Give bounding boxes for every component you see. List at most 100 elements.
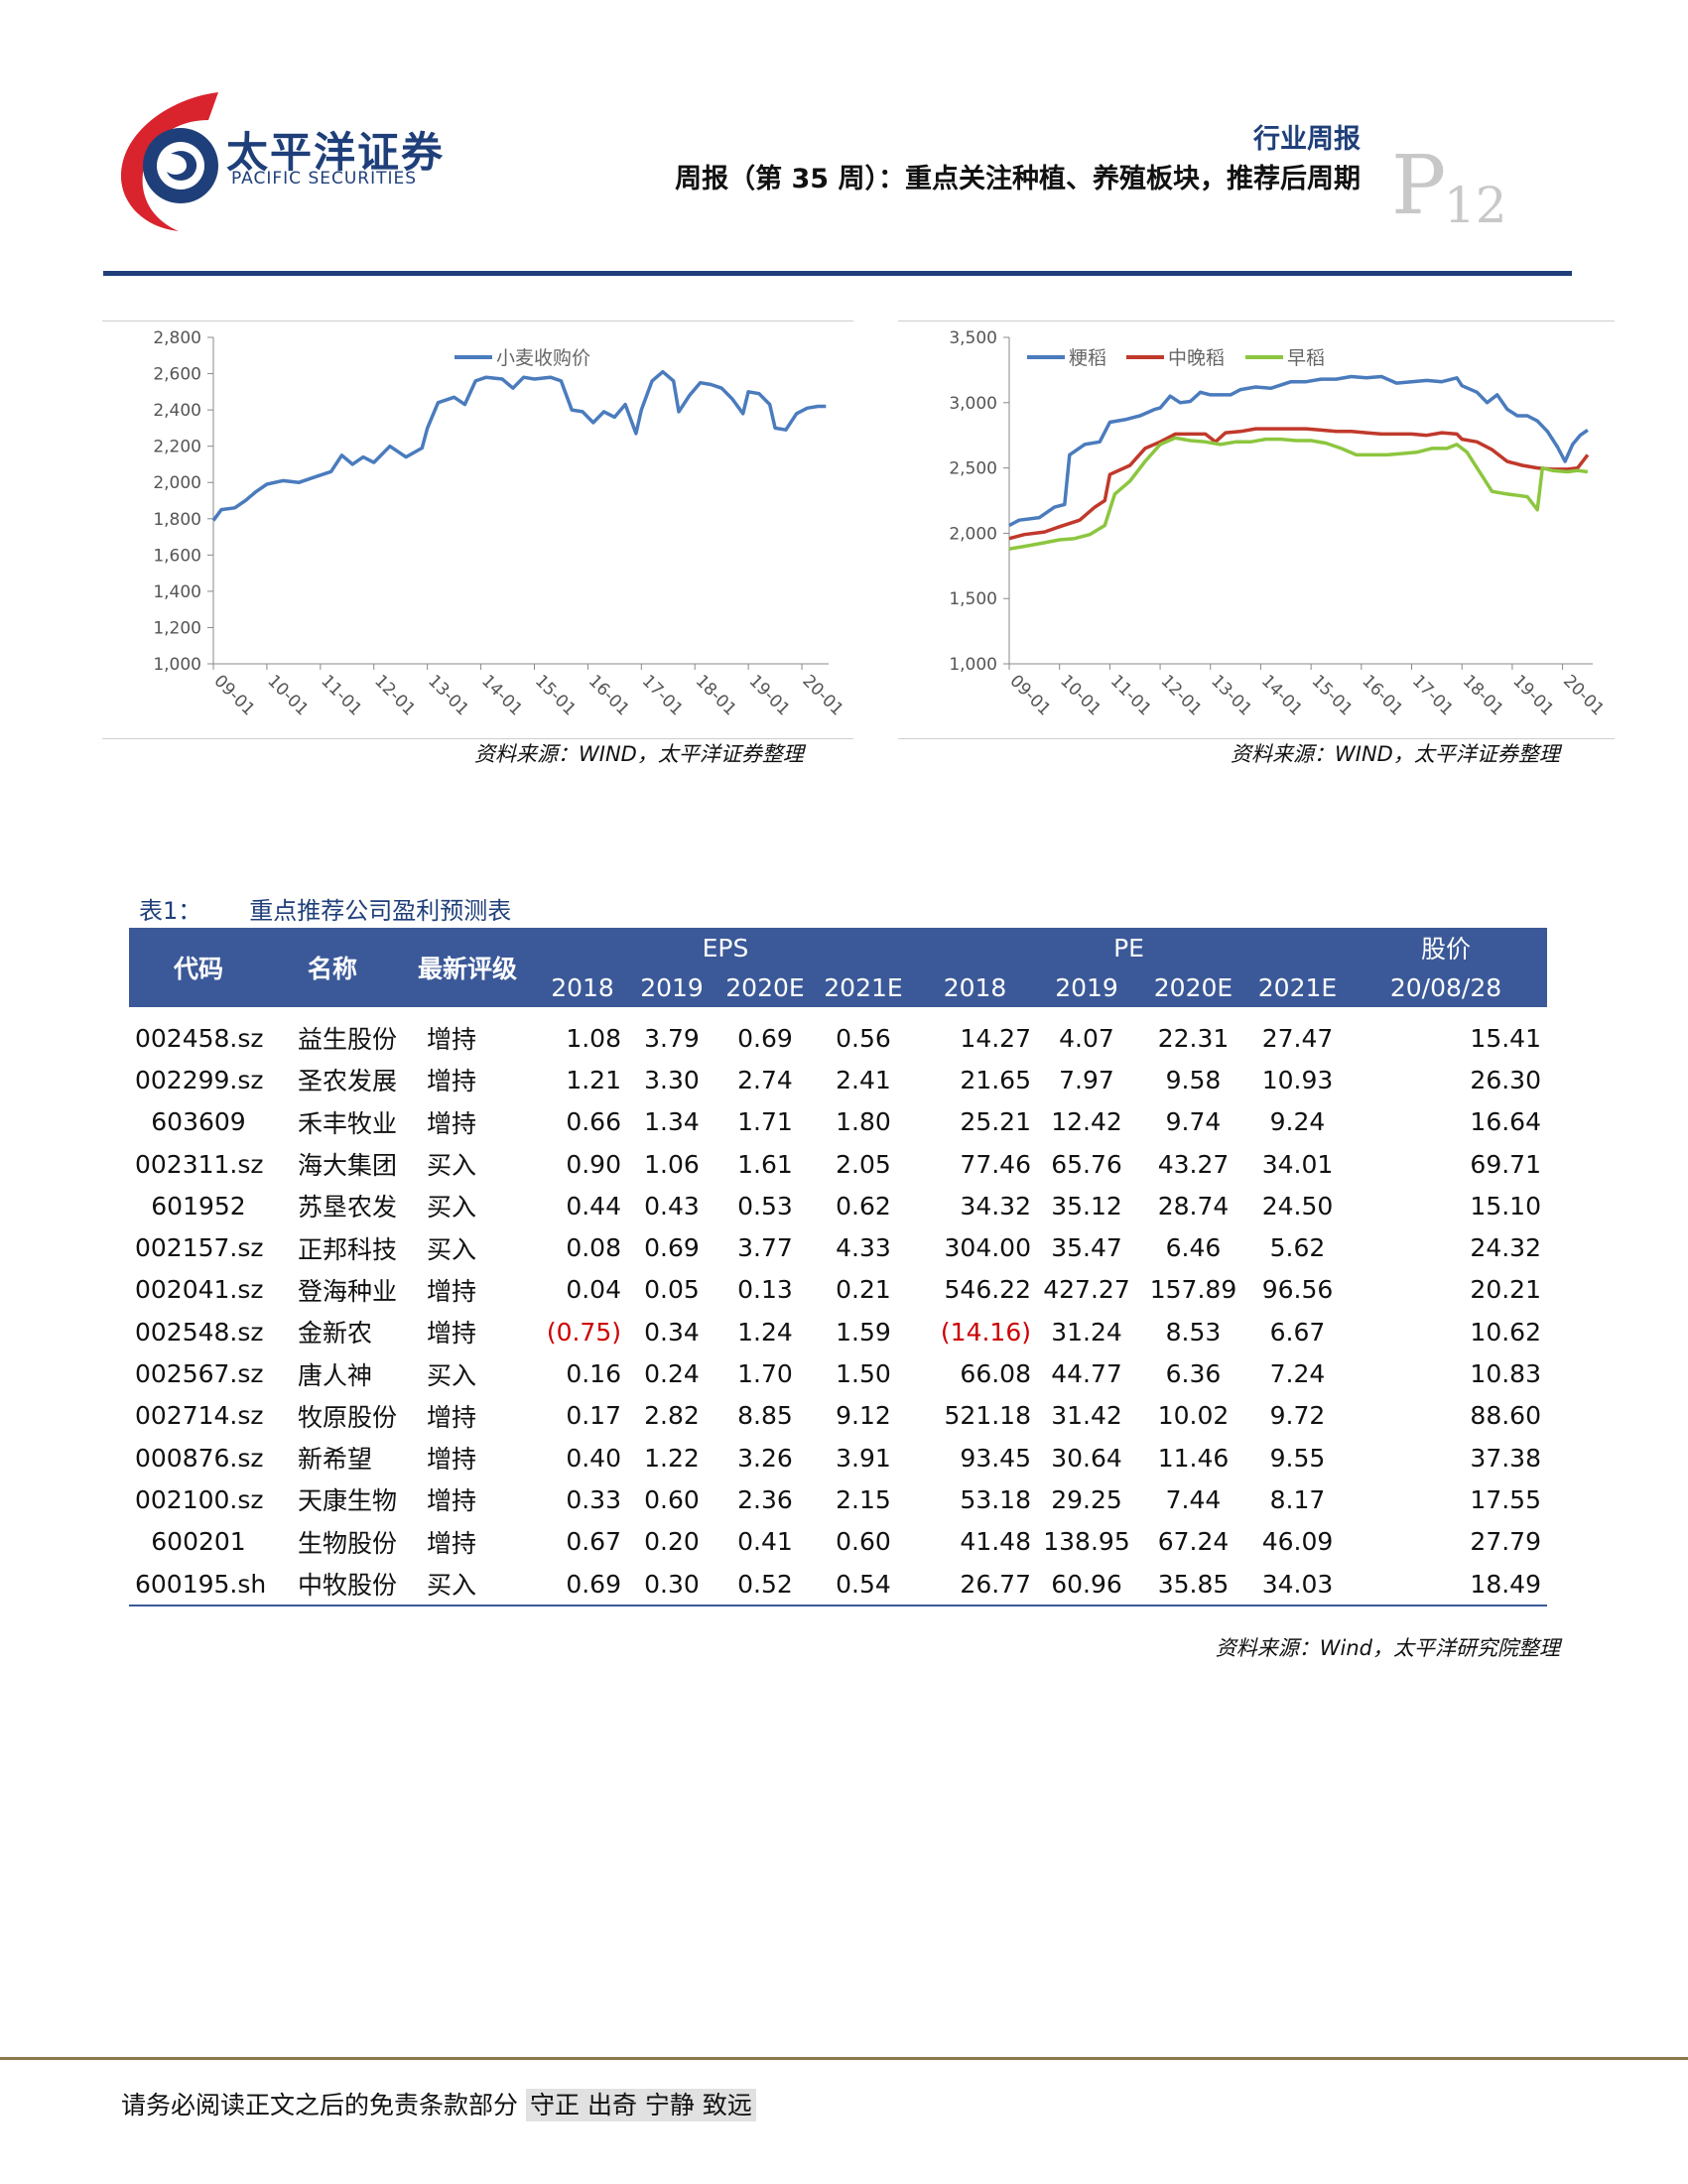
cell-code: 600195.sh [129, 1562, 268, 1607]
cell-eps-2019: 0.05 [644, 1275, 700, 1305]
cell-rating: 增持 [427, 1108, 477, 1138]
cell-pe-2018: 521.18 [944, 1401, 1031, 1431]
cell-rating: 买入 [397, 1562, 538, 1607]
cell-rating: 买入 [427, 1151, 477, 1181]
cell-eps-2018: 0.67 [566, 1527, 621, 1557]
cell-pe-2020e: 28.74 [1157, 1191, 1230, 1220]
table-row: 002041.sz 登海种业 增持 0.04 0.05 0.13 0.21 546.22 427… [129, 1269, 1547, 1311]
x-tick-label: 18-01 [1459, 671, 1507, 719]
cell-name: 登海种业 [298, 1276, 398, 1306]
cell-pe-2019: 65.76 [1051, 1149, 1122, 1179]
wheat-price-chart: 1,000 1,200 1,400 1,600 1,800 2,000 2,200 2,400… [153, 328, 846, 719]
cell-pe-2020e: 11.46 [1157, 1443, 1230, 1473]
col-code: 代码 [129, 928, 268, 1007]
cell-pe-2018: 25.21 [960, 1107, 1031, 1137]
cell-pe-2020e: 9.74 [1165, 1107, 1222, 1137]
table-row: 603609 禾丰牧业 增持 0.66 1.34 1.71 1.80 25.21 12.42 9.… [129, 1101, 1547, 1143]
cell-rating: 买入 [427, 1193, 477, 1222]
cell-pe-2020e: 6.36 [1165, 1359, 1222, 1389]
cell-eps-2021e: 2.41 [836, 1065, 891, 1094]
x-tick-label: 19-01 [745, 671, 794, 719]
x-tick-label: 15-01 [531, 671, 580, 719]
y-tick-label: 1,200 [153, 618, 201, 638]
cell-pe-2021e: 24.50 [1261, 1191, 1334, 1220]
cell-eps-2020e: 3.26 [737, 1443, 793, 1473]
rice-price-chart: 1,000 1,500 2,000 2,500 3,000 3,500 09-01 10-01… [949, 328, 1608, 719]
y-tick-label: 2,800 [153, 328, 201, 348]
cell-price: 15.10 [1470, 1191, 1541, 1220]
col-price-date: 20/08/28 [1345, 967, 1547, 1007]
cell-pe-2018: 14.27 [960, 1023, 1031, 1053]
y-tick-label: 2,200 [153, 438, 201, 457]
cell-pe-2021e: 6.67 [1269, 1317, 1326, 1347]
cell-eps-2018: 0.33 [566, 1484, 621, 1514]
y-tick-label: 2,000 [949, 524, 997, 544]
cell-pe-2019: 35.12 [1051, 1191, 1122, 1220]
cell-price: 15.41 [1470, 1023, 1541, 1053]
y-tick-label: 2,500 [949, 459, 997, 479]
col-eps-2018: 2018 [538, 967, 627, 1007]
cell-pe-2020e: 22.31 [1157, 1023, 1230, 1053]
y-tick-label: 2,400 [153, 401, 201, 421]
cell-price: 26.30 [1470, 1065, 1541, 1094]
cell-rating: 增持 [427, 1319, 477, 1349]
cell-eps-2019: 0.20 [644, 1527, 700, 1557]
y-tick-label: 2,600 [153, 365, 201, 385]
cell-pe-2018: 77.46 [960, 1149, 1031, 1179]
y-tick-label: 1,600 [153, 546, 201, 566]
cell-eps-2021e: 1.59 [836, 1317, 891, 1347]
cell-eps-2021e: 1.80 [836, 1107, 891, 1137]
cell-name: 新希望 [298, 1445, 373, 1475]
x-tick-label: 18-01 [692, 671, 740, 719]
page-number: 12 [1444, 177, 1507, 234]
cell-eps-2018: 0.40 [566, 1443, 621, 1473]
cell-eps-2020e: 3.77 [737, 1233, 793, 1263]
cell-eps-2019: 1.06 [644, 1149, 700, 1179]
cell-eps-2018: 0.17 [566, 1401, 621, 1431]
cell-name: 苏垦农发 [298, 1193, 398, 1222]
cell-eps-2021e: 3.91 [836, 1443, 891, 1473]
cell-eps-2021e: 0.21 [836, 1275, 891, 1305]
cell-pe-2021e: 8.17 [1269, 1484, 1326, 1514]
x-tick-label: 17-01 [638, 671, 687, 719]
wheat-chart-frame: 1,000 1,200 1,400 1,600 1,800 2,000 2,200 2,400… [102, 321, 853, 739]
report-title: 周报（第 35 周）：重点关注种植、养殖板块，推荐后周期 [675, 164, 1361, 194]
col-eps: EPS [538, 928, 913, 967]
footer: 请务必阅读正文之后的免责条款部分 守正 出奇 宁静 致远 [121, 2086, 756, 2121]
cell-price: 10.62 [1470, 1317, 1541, 1347]
cell-code: 603609 [151, 1107, 246, 1137]
table-row: 002311.sz 海大集团 买入 0.90 1.06 1.61 2.05 77.46 65.7… [129, 1143, 1547, 1185]
cell-code: 002100.sz [135, 1484, 264, 1514]
cell-eps-2021e: 0.54 [814, 1562, 913, 1607]
cell-pe-2020e: 8.53 [1165, 1317, 1222, 1347]
cell-pe-2019: 427.27 [1043, 1275, 1130, 1305]
cell-eps-2021e: 0.56 [836, 1023, 891, 1053]
x-tick-label: 11-01 [1106, 671, 1155, 719]
cell-eps-2019: 3.79 [644, 1023, 700, 1053]
x-tick-label: 09-01 [209, 671, 258, 719]
cell-pe-2018: 41.48 [960, 1527, 1031, 1557]
cell-pe-2018: (14.16) [940, 1317, 1031, 1347]
cell-pe-2019: 44.77 [1051, 1359, 1122, 1389]
cell-pe-2020e: 157.89 [1149, 1275, 1237, 1305]
x-tick-label: 15-01 [1308, 671, 1357, 719]
cell-price: 88.60 [1470, 1401, 1541, 1431]
x-tick-label: 13-01 [1207, 671, 1255, 719]
cell-eps-2019: 1.34 [644, 1107, 700, 1137]
cell-eps-2020e: 1.71 [737, 1107, 793, 1137]
cell-rating: 增持 [427, 1486, 477, 1516]
cell-eps-2019: 0.60 [644, 1484, 700, 1514]
col-pe: PE [913, 928, 1345, 967]
wheat-chart-source: 资料来源：WIND，太平洋证券整理 [474, 742, 804, 766]
cell-eps-2020e: 2.74 [737, 1065, 793, 1094]
cell-eps-2019: 0.69 [644, 1233, 700, 1263]
cell-pe-2019: 138.95 [1043, 1527, 1130, 1557]
x-tick-label: 12-01 [1157, 671, 1206, 719]
earnings-forecast-table: 代码 名称 最新评级 EPS PE 股价 2018 2019 2020E 202… [129, 928, 1547, 1607]
x-tick-label: 13-01 [424, 671, 472, 719]
x-tick-label: 16-01 [584, 671, 633, 719]
cell-price: 10.83 [1470, 1359, 1541, 1389]
cell-name: 圣农发展 [298, 1067, 398, 1096]
rice-chart-source: 资料来源：WIND，太平洋证券整理 [1231, 742, 1560, 766]
cell-pe-2019: 30.64 [1051, 1443, 1122, 1473]
